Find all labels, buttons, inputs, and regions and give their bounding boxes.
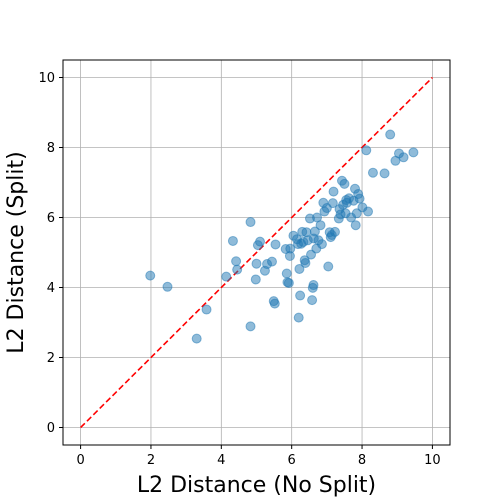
x-tick-label: 10 (424, 453, 441, 468)
scatter-point (328, 186, 339, 197)
scatter-point (385, 129, 396, 140)
scatter-point (315, 220, 326, 231)
scatter-point (363, 206, 374, 217)
scatter-point (269, 298, 280, 309)
scatter-point (227, 235, 238, 246)
scatter-point (255, 236, 266, 247)
scatter-point (351, 208, 362, 219)
scatter-point (300, 258, 311, 268)
scatter-point (250, 274, 261, 285)
grid-lines (63, 60, 450, 445)
scatter-point (231, 256, 242, 267)
scatter-point (379, 168, 390, 179)
scatter-point (293, 312, 304, 323)
x-tick-label: 4 (217, 453, 225, 468)
scatter-point (221, 271, 232, 282)
x-axis-label: L2 Distance (No Split) (137, 473, 376, 498)
scatter-point (329, 226, 340, 237)
scatter-point (283, 277, 294, 288)
scatter-point (309, 226, 320, 237)
scatter-point (398, 152, 409, 163)
scatter-point (201, 304, 212, 315)
scatter-point (408, 147, 419, 158)
axis-ticks: 0 2 4 6 8 10 0 2 4 6 8 10 (38, 71, 440, 468)
scatter-point (327, 198, 338, 209)
x-tick-label: 2 (147, 453, 155, 468)
scatter-point (308, 280, 319, 291)
y-tick-label: 10 (38, 71, 55, 86)
y-axis-label: L2 Distance (Split) (4, 151, 29, 353)
scatter-point (285, 243, 296, 254)
scatter-point (295, 290, 306, 301)
scatter-point (245, 217, 256, 228)
scatter-point (270, 239, 281, 250)
y-tick-label: 8 (47, 141, 55, 156)
y-tick-label: 0 (47, 421, 55, 436)
y-tick-label: 6 (47, 211, 55, 226)
scatter-point (251, 258, 262, 269)
scatter-point (367, 167, 378, 178)
scatter-point (232, 264, 243, 275)
scatter-point (281, 268, 292, 279)
scatter-point (323, 261, 334, 272)
scatter-points (145, 129, 419, 344)
y-tick-label: 2 (47, 351, 55, 366)
x-tick-label: 6 (288, 453, 296, 468)
scatter-point (245, 321, 256, 332)
y-tick-label: 4 (47, 281, 55, 296)
plot-frame (62, 59, 451, 446)
reference-line-layer (80, 76, 433, 429)
scatter-point (354, 193, 365, 204)
scatter-point (301, 227, 312, 238)
scatter-point (350, 220, 361, 231)
scatter-point (145, 270, 156, 281)
x-tick-label: 0 (76, 453, 84, 468)
scatter-point (339, 178, 350, 189)
scatter-point (316, 239, 327, 250)
scatter-point (162, 281, 173, 292)
x-tick-label: 8 (358, 453, 366, 468)
scatter-point (307, 295, 318, 306)
scatter-point (294, 263, 305, 274)
reference-diagonal-line (80, 76, 433, 429)
scatter-point (266, 256, 277, 267)
scatter-point (361, 145, 372, 156)
scatter-point (191, 333, 202, 344)
